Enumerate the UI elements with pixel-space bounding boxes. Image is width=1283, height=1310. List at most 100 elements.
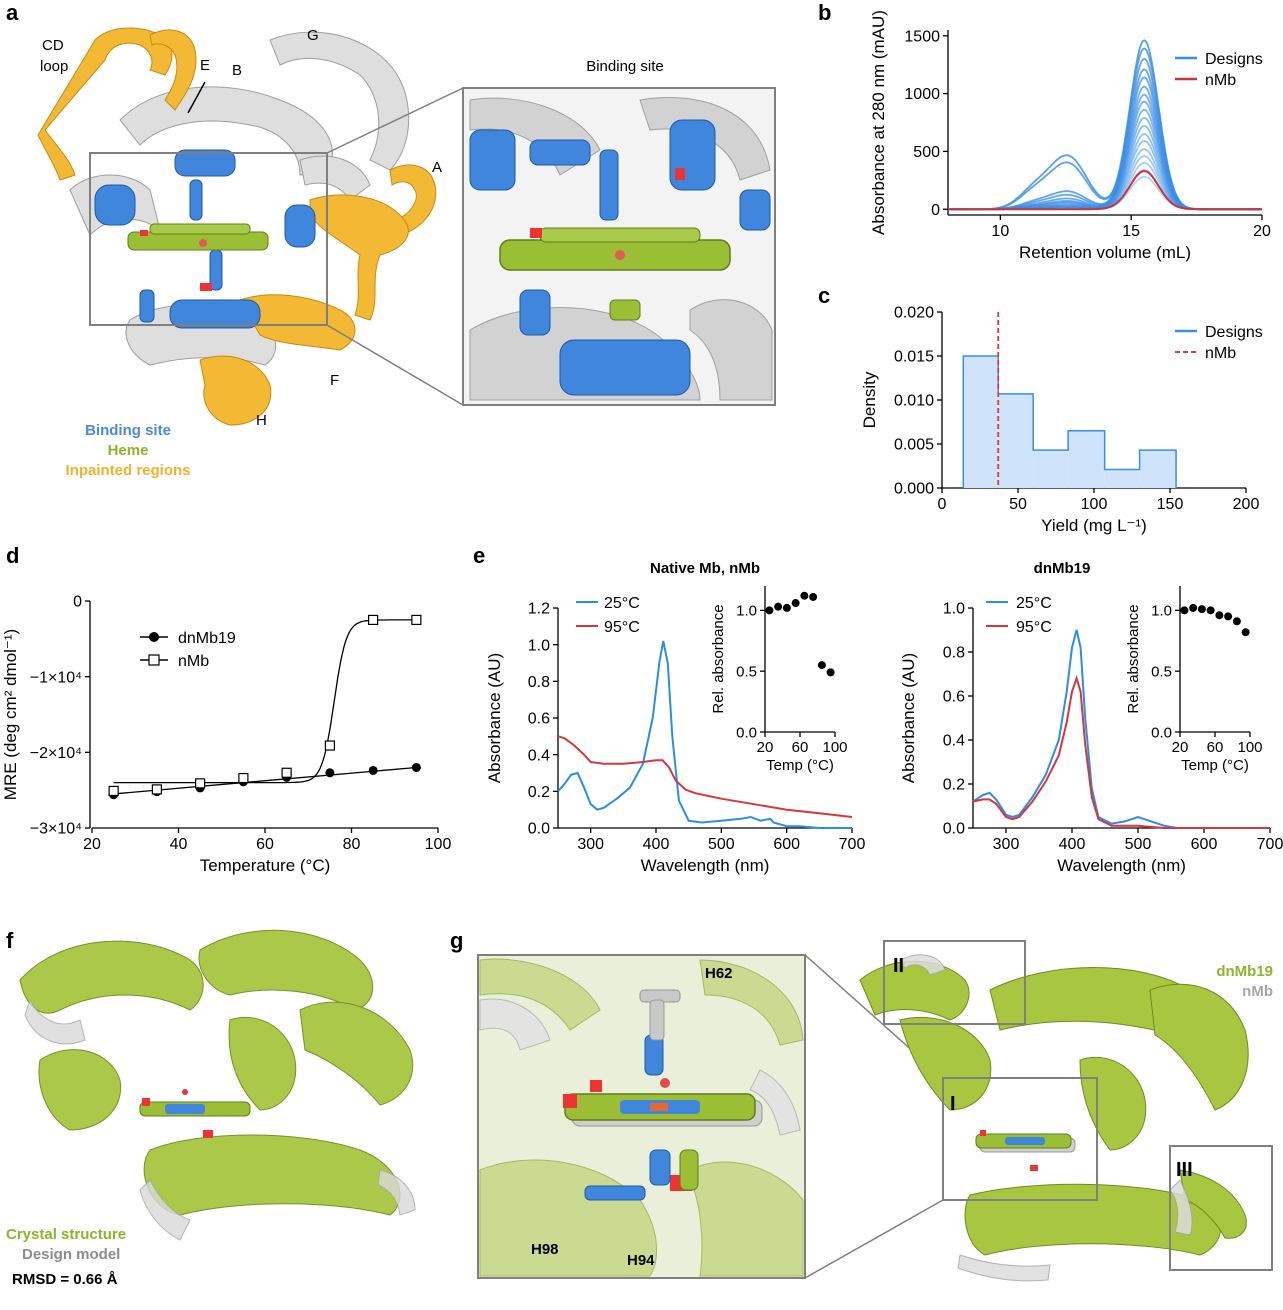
g-box-iii	[1169, 1145, 1273, 1271]
nmb-trace	[948, 170, 1262, 211]
spectrum-title: Native Mb, nMb	[650, 560, 760, 577]
f-helix-3	[299, 1001, 414, 1106]
y-tick-label: 0.0	[528, 821, 550, 838]
panel-a: a	[6, 0, 776, 479]
legend-d-dnmb19-marker	[149, 632, 159, 642]
y-tick-label: 1.0	[528, 637, 550, 654]
f-grey-1	[24, 998, 86, 1045]
f-helix-2	[198, 929, 374, 1011]
rel-absorbance-point-3	[1197, 605, 1206, 614]
nmb-point-4	[238, 772, 249, 784]
spectrum-line-95c	[972, 675, 1270, 829]
inset-binding-7	[739, 189, 771, 231]
label-e-pointer	[187, 81, 206, 114]
x-tick-label: 100	[425, 836, 452, 853]
x-tick-label: 600	[773, 836, 800, 853]
x-tick-label: 20	[1253, 223, 1271, 240]
x-tick-label: 100	[1081, 496, 1108, 513]
protein-overlay-f	[19, 929, 416, 1241]
g-inset-grey-2	[749, 1069, 801, 1136]
rel-absorbance-point-6	[809, 592, 818, 601]
nmb-point-1	[108, 785, 119, 797]
y-tick-label: 0.2	[943, 777, 965, 794]
legend-e-left-25-label: 25°C	[604, 595, 640, 612]
legend-g: dnMb19 nMb	[1216, 963, 1273, 1000]
rel-absorbance-point-2	[1189, 603, 1198, 612]
x-tick-label: 40	[170, 836, 188, 853]
x-tick-label: 100	[1237, 739, 1262, 756]
legend-d-dnmb19-label: dnMb19	[178, 630, 236, 647]
y-axis-label: Absorbance (AU)	[485, 653, 504, 783]
histogram-bar-4	[1068, 430, 1105, 488]
g-inset-helix-2	[699, 959, 804, 1046]
g-inset: H62 H98 H94	[477, 954, 806, 1279]
chart-d: 20 40 60 80 100 0 −1×10⁴ −2×10⁴ −3×10⁴ Temperatur…	[1, 594, 451, 875]
x-tick-label: 100	[822, 739, 847, 756]
zoom-box-a	[89, 152, 328, 326]
legend-c-nmb-label: nMb	[1205, 345, 1236, 362]
histogram-bar-6	[1139, 450, 1177, 488]
nmb-point-8	[411, 614, 422, 626]
legend-e-right: 25°C 95°C	[986, 595, 1052, 636]
y-tick-label: 0.020	[894, 305, 934, 322]
histogram-bar-2	[998, 393, 1034, 488]
x-axis-label: Wavelength (nm)	[1057, 856, 1186, 875]
panel-letter-a: a	[6, 0, 19, 25]
helix-right-ribbon	[299, 155, 371, 201]
y-tick-label: 0.6	[943, 689, 965, 706]
heme-molecule-g-full	[975, 1130, 1076, 1171]
chart-e-left: 300 400 500 600 700 0.0 0.2 0.4 0.6 0.8 1.0 1.2 Wave…	[485, 560, 865, 875]
legend-e-left: 25°C 95°C	[576, 595, 640, 636]
x-tick-label: 150	[1157, 496, 1184, 513]
y-tick-label: 0.4	[943, 733, 965, 750]
y-tick-label: −2×10⁴	[30, 745, 82, 762]
legend-d-nmb-label: nMb	[178, 653, 209, 670]
legend-a: Binding site Heme Inpainted regions	[65, 422, 190, 479]
label-cd-1: CD	[42, 37, 64, 54]
y-axis-label: MRE (deg cm² dmol⁻¹)	[1, 629, 20, 800]
panel-letter-d: d	[6, 543, 19, 568]
rel-absorbance-point-5	[800, 591, 809, 600]
x-axis-label: Temperature (°C)	[200, 856, 331, 875]
designs-trace-6	[948, 85, 1262, 211]
designs-trace-7	[948, 93, 1262, 211]
heme-molecule-inset	[499, 168, 731, 321]
nmb-point-2	[151, 784, 162, 795]
rel-absorbance-point-7	[1232, 617, 1241, 626]
f-helix-1	[19, 940, 204, 1014]
panel-letter-e: e	[473, 543, 485, 568]
x-tick-label: 500	[708, 836, 735, 853]
chart-b: 10 15 20 0 500 1000 1500 Retention volume (mL) A…	[869, 10, 1271, 262]
zoom-connector-bottom	[326, 324, 464, 406]
panel-f: f Crystal s	[6, 928, 416, 1288]
legend-g-nmb: nMb	[1242, 983, 1273, 1000]
inset-binding-2	[529, 139, 591, 166]
label-e: E	[200, 57, 210, 74]
rel-absorbance-point-5	[1215, 611, 1224, 620]
y-tick-label: 0.8	[528, 674, 550, 691]
x-tick-label: 20	[757, 739, 774, 756]
legend-g-dnmb19: dnMb19	[1216, 963, 1273, 980]
f-helix-6	[228, 1016, 297, 1111]
g-grey-1	[899, 954, 946, 976]
binding-site-helix-2	[174, 149, 236, 177]
legend-f-design: Design model	[22, 1246, 120, 1263]
x-axis-label: Wavelength (nm)	[641, 856, 770, 875]
helix-h-ribbon	[199, 355, 272, 426]
rel-absorbance-point-1	[1180, 606, 1189, 615]
binding-site-helix-1	[94, 184, 136, 226]
y-tick-label: 0.5	[736, 663, 757, 680]
y-tick-label: 0.015	[894, 349, 934, 366]
heme-molecule-a	[127, 223, 269, 291]
legend-f-crystal: Crystal structure	[6, 1226, 126, 1243]
panel-d: d 20 40 60 80 100 0 −1×10⁴ −2×10⁴ −3×10⁴ Temperat…	[1, 543, 451, 875]
x-tick-label: 200	[1233, 496, 1260, 513]
residue-h62: H62	[705, 965, 733, 982]
dnmb19-point-8	[411, 762, 421, 772]
legend-heme: Heme	[108, 442, 149, 459]
g-grey-3	[957, 1254, 1051, 1282]
nmb-point-5	[281, 767, 292, 778]
heme-molecule-f	[139, 1089, 251, 1138]
designs-trace-10	[948, 116, 1262, 211]
